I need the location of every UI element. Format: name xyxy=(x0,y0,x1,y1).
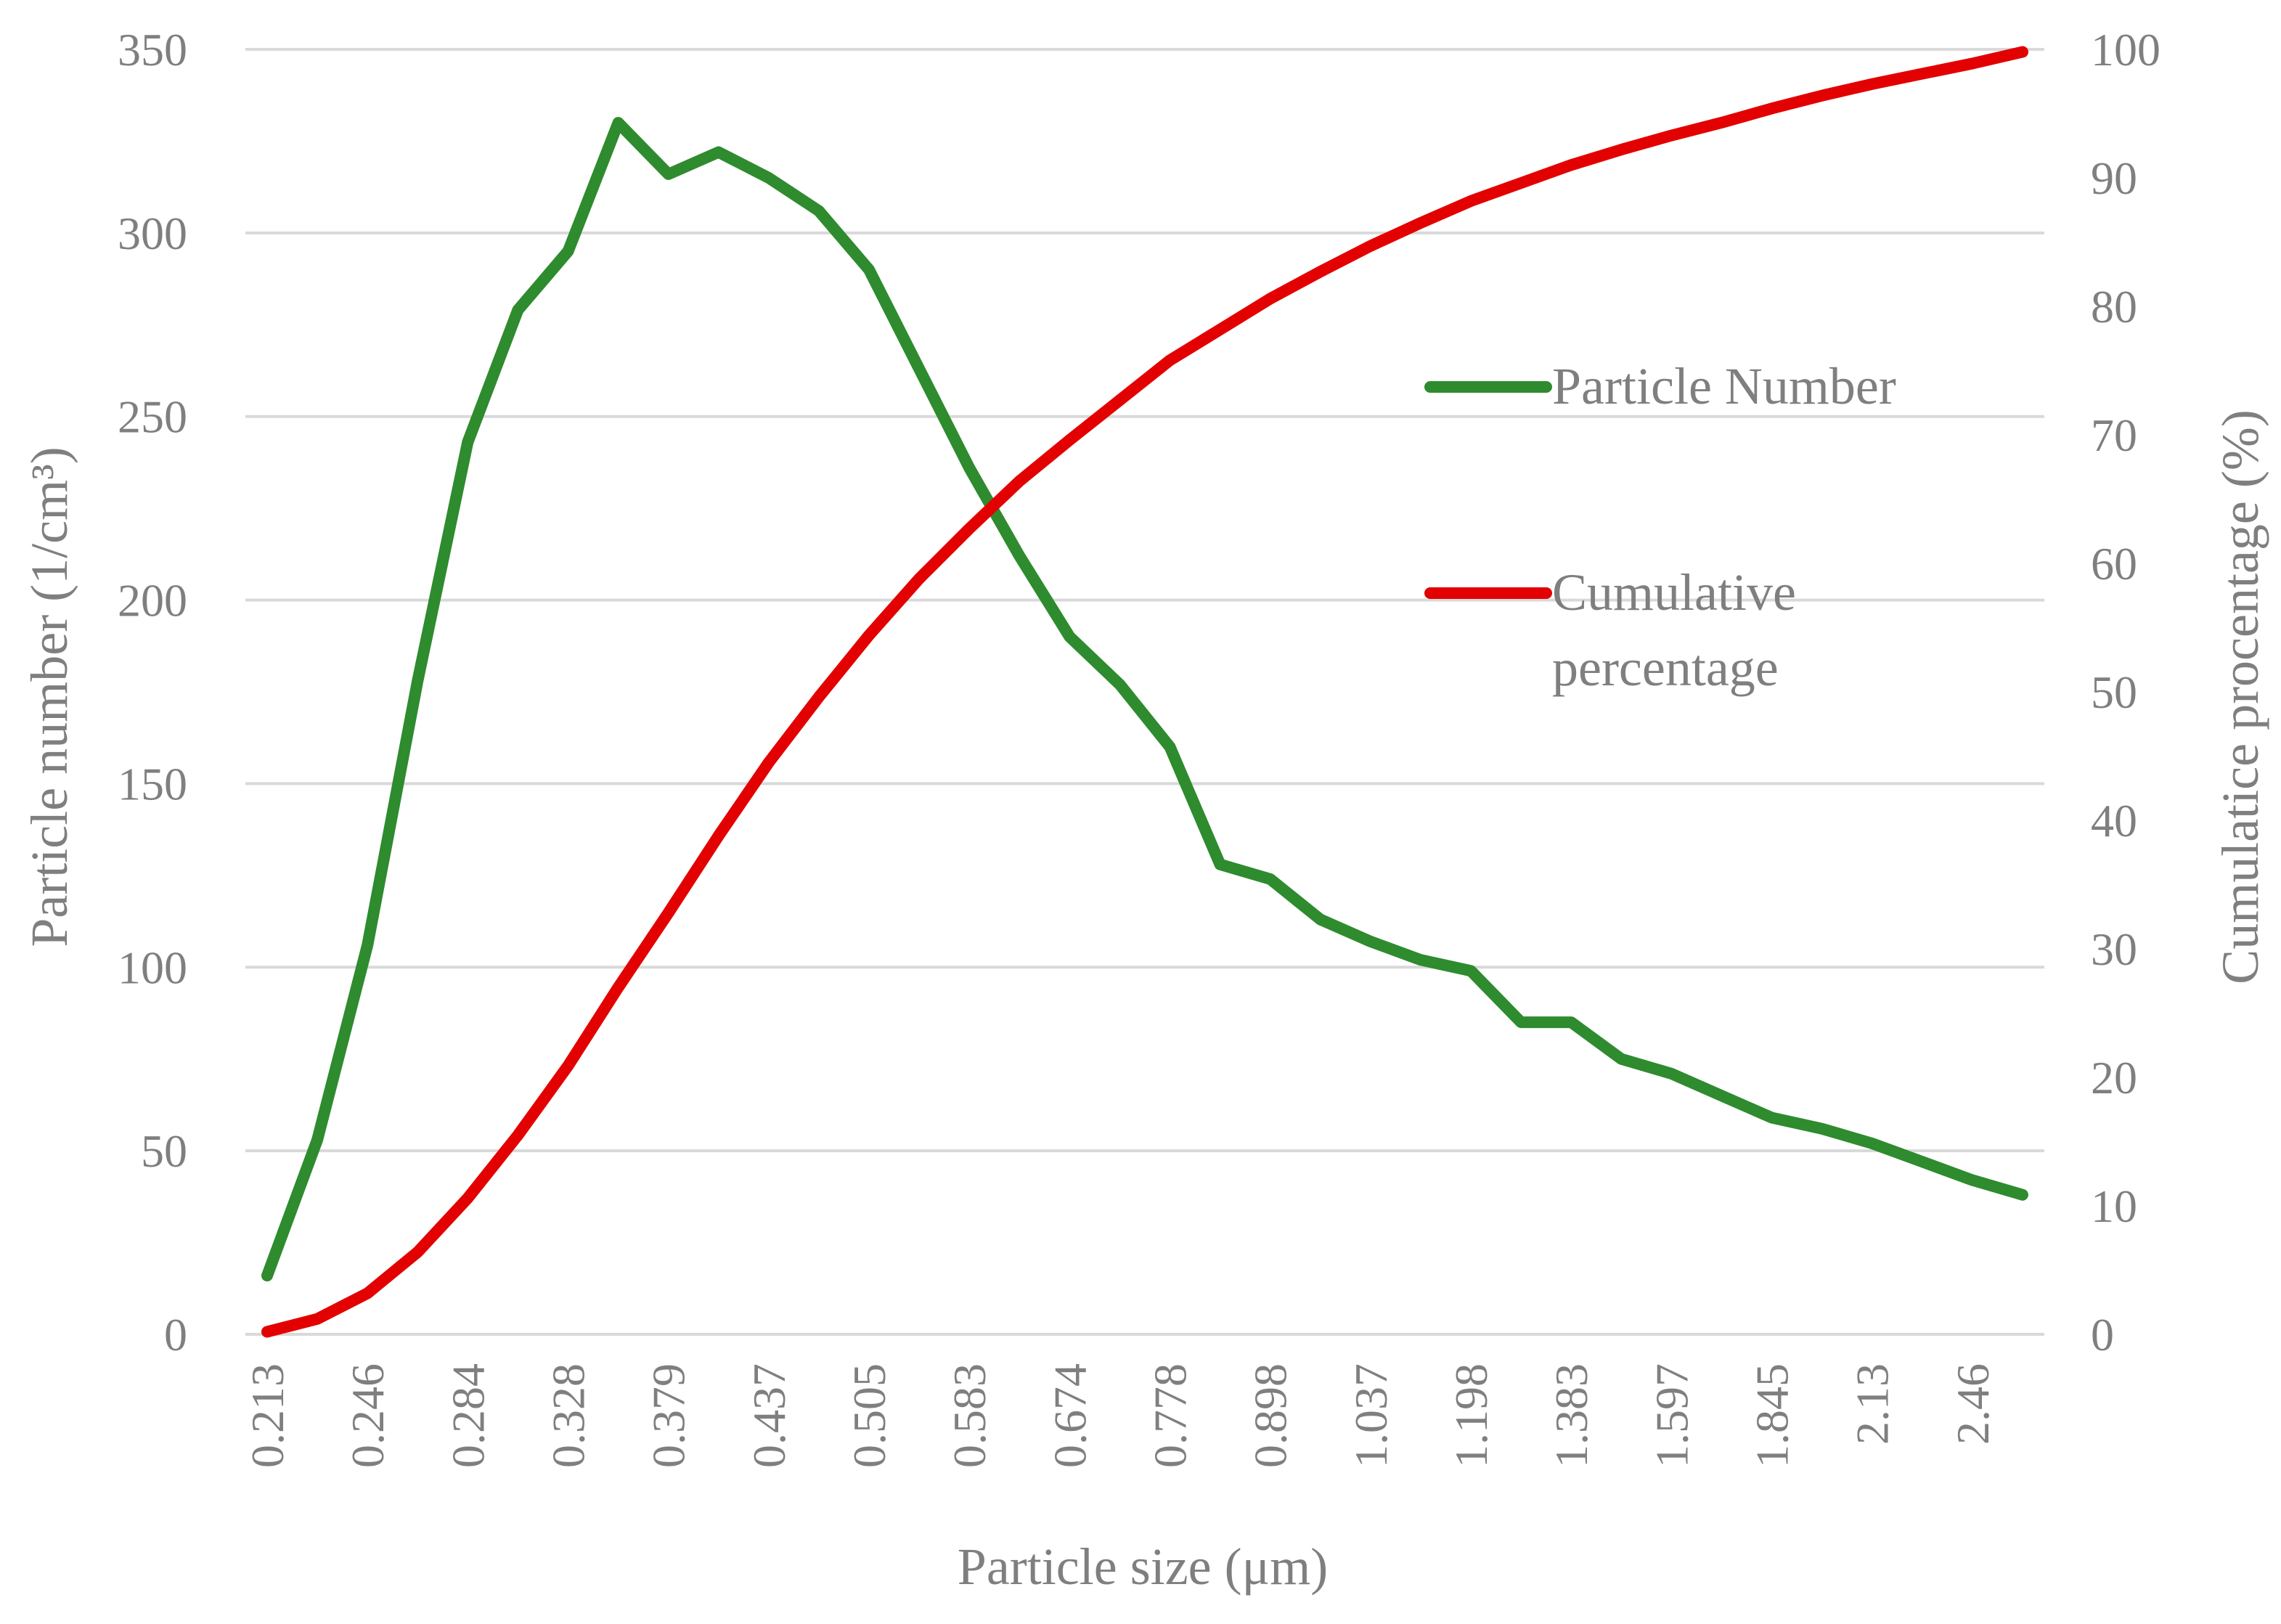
right-tick-60: 60 xyxy=(2091,538,2137,589)
x-tick-1.845: 1.845 xyxy=(1747,1363,1798,1468)
series-line-particle-number xyxy=(261,117,2028,1282)
x-tick-0.246: 0.246 xyxy=(342,1363,393,1468)
right-tick-10: 10 xyxy=(2091,1180,2137,1232)
left-tick-50: 50 xyxy=(141,1125,187,1177)
left-tick-300: 300 xyxy=(118,208,187,259)
left-axis-title: Particle number (1/cm³) xyxy=(20,446,78,947)
series-line-cumulative-percentage xyxy=(261,46,2028,1338)
x-tick-1.597: 1.597 xyxy=(1646,1363,1697,1468)
x-tick-2.13: 2.13 xyxy=(1847,1363,1898,1445)
right-tick-70: 70 xyxy=(2091,409,2137,461)
left-tick-250: 250 xyxy=(118,391,187,443)
x-tick-0.505: 0.505 xyxy=(844,1363,895,1468)
x-tick-0.284: 0.284 xyxy=(442,1363,494,1468)
left-axis-ticks: 0 50 100 150 200 250 300 350 xyxy=(118,24,187,1360)
right-tick-30: 30 xyxy=(2091,923,2137,975)
right-axis-title: Cumulatice procentage (%) xyxy=(2211,409,2269,984)
x-tick-1.383: 1.383 xyxy=(1546,1363,1597,1468)
left-tick-200: 200 xyxy=(118,575,187,627)
x-tick-0.674: 0.674 xyxy=(1044,1363,1095,1468)
legend-label-cumulative-line2: percentage xyxy=(1552,639,1779,697)
x-tick-0.213: 0.213 xyxy=(242,1363,293,1468)
right-tick-90: 90 xyxy=(2091,152,2137,204)
gridlines xyxy=(245,48,2044,1336)
x-tick-0.583: 0.583 xyxy=(944,1363,995,1468)
x-tick-0.379: 0.379 xyxy=(643,1363,695,1468)
right-tick-50: 50 xyxy=(2091,666,2137,718)
right-tick-20: 20 xyxy=(2091,1052,2137,1103)
x-tick-2.46: 2.46 xyxy=(1947,1363,1999,1445)
right-tick-80: 80 xyxy=(2091,281,2137,332)
legend: Particle Number Cumulative percentage xyxy=(1424,357,1896,697)
x-axis-title: Particle size (μm) xyxy=(958,1538,1328,1596)
x-tick-0.778: 0.778 xyxy=(1145,1363,1196,1468)
right-axis-ticks: 0 10 20 30 40 50 60 70 80 90 100 xyxy=(2091,24,2160,1360)
left-tick-0: 0 xyxy=(164,1309,187,1360)
right-tick-100: 100 xyxy=(2091,24,2160,76)
left-tick-150: 150 xyxy=(118,758,187,809)
x-tick-0.437: 0.437 xyxy=(743,1363,795,1468)
legend-label-cumulative-line1: Cumulative xyxy=(1552,563,1796,621)
left-tick-350: 350 xyxy=(118,24,187,76)
x-tick-0.328: 0.328 xyxy=(543,1363,595,1468)
legend-label-particle-number: Particle Number xyxy=(1552,357,1896,415)
left-tick-100: 100 xyxy=(118,942,187,993)
x-tick-0.898: 0.898 xyxy=(1245,1363,1297,1468)
right-tick-0: 0 xyxy=(2091,1309,2114,1360)
series-lines xyxy=(261,46,2028,1338)
x-axis-ticks: 0.213 0.246 0.284 0.328 0.379 0.437 0.505 0.583… xyxy=(242,1363,1999,1468)
x-tick-1.037: 1.037 xyxy=(1345,1363,1397,1468)
x-tick-1.198: 1.198 xyxy=(1445,1363,1497,1468)
right-tick-40: 40 xyxy=(2091,795,2137,846)
